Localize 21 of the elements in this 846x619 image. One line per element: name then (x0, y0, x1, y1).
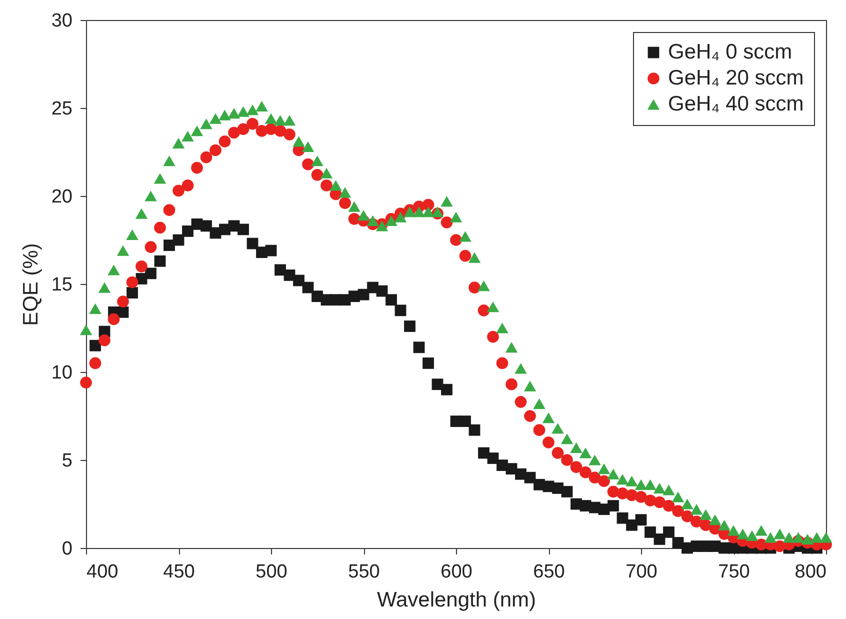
x-tick-label: 650 (533, 562, 565, 582)
x-tick-label: 450 (163, 562, 195, 582)
y-tick-label: 0 (62, 538, 72, 560)
y-tick-label: 25 (51, 98, 72, 120)
x-tick-label: 550 (348, 562, 380, 582)
y-tick-label: 10 (51, 362, 72, 384)
x-axis-title: Wavelength (nm) (376, 588, 536, 612)
legend-label: GeH₄ 40 sccm (668, 92, 804, 116)
y-tick-label: 30 (51, 10, 72, 32)
legend-label: GeH₄ 0 sccm (668, 40, 792, 64)
y-tick-label: 15 (51, 274, 72, 296)
y-axis-title: EQE (%) (19, 243, 42, 326)
x-tick-label: 500 (256, 562, 288, 582)
x-tick-label: 700 (626, 562, 658, 582)
y-tick-label: 20 (51, 186, 72, 208)
y-tick-label: 5 (62, 450, 72, 472)
x-tick-label: 750 (718, 562, 750, 582)
legend-label: GeH₄ 20 sccm (668, 66, 804, 90)
x-tick-label: 400 (86, 562, 118, 582)
x-tick-label: 600 (440, 562, 472, 582)
x-tick-label: 800 (794, 562, 826, 582)
